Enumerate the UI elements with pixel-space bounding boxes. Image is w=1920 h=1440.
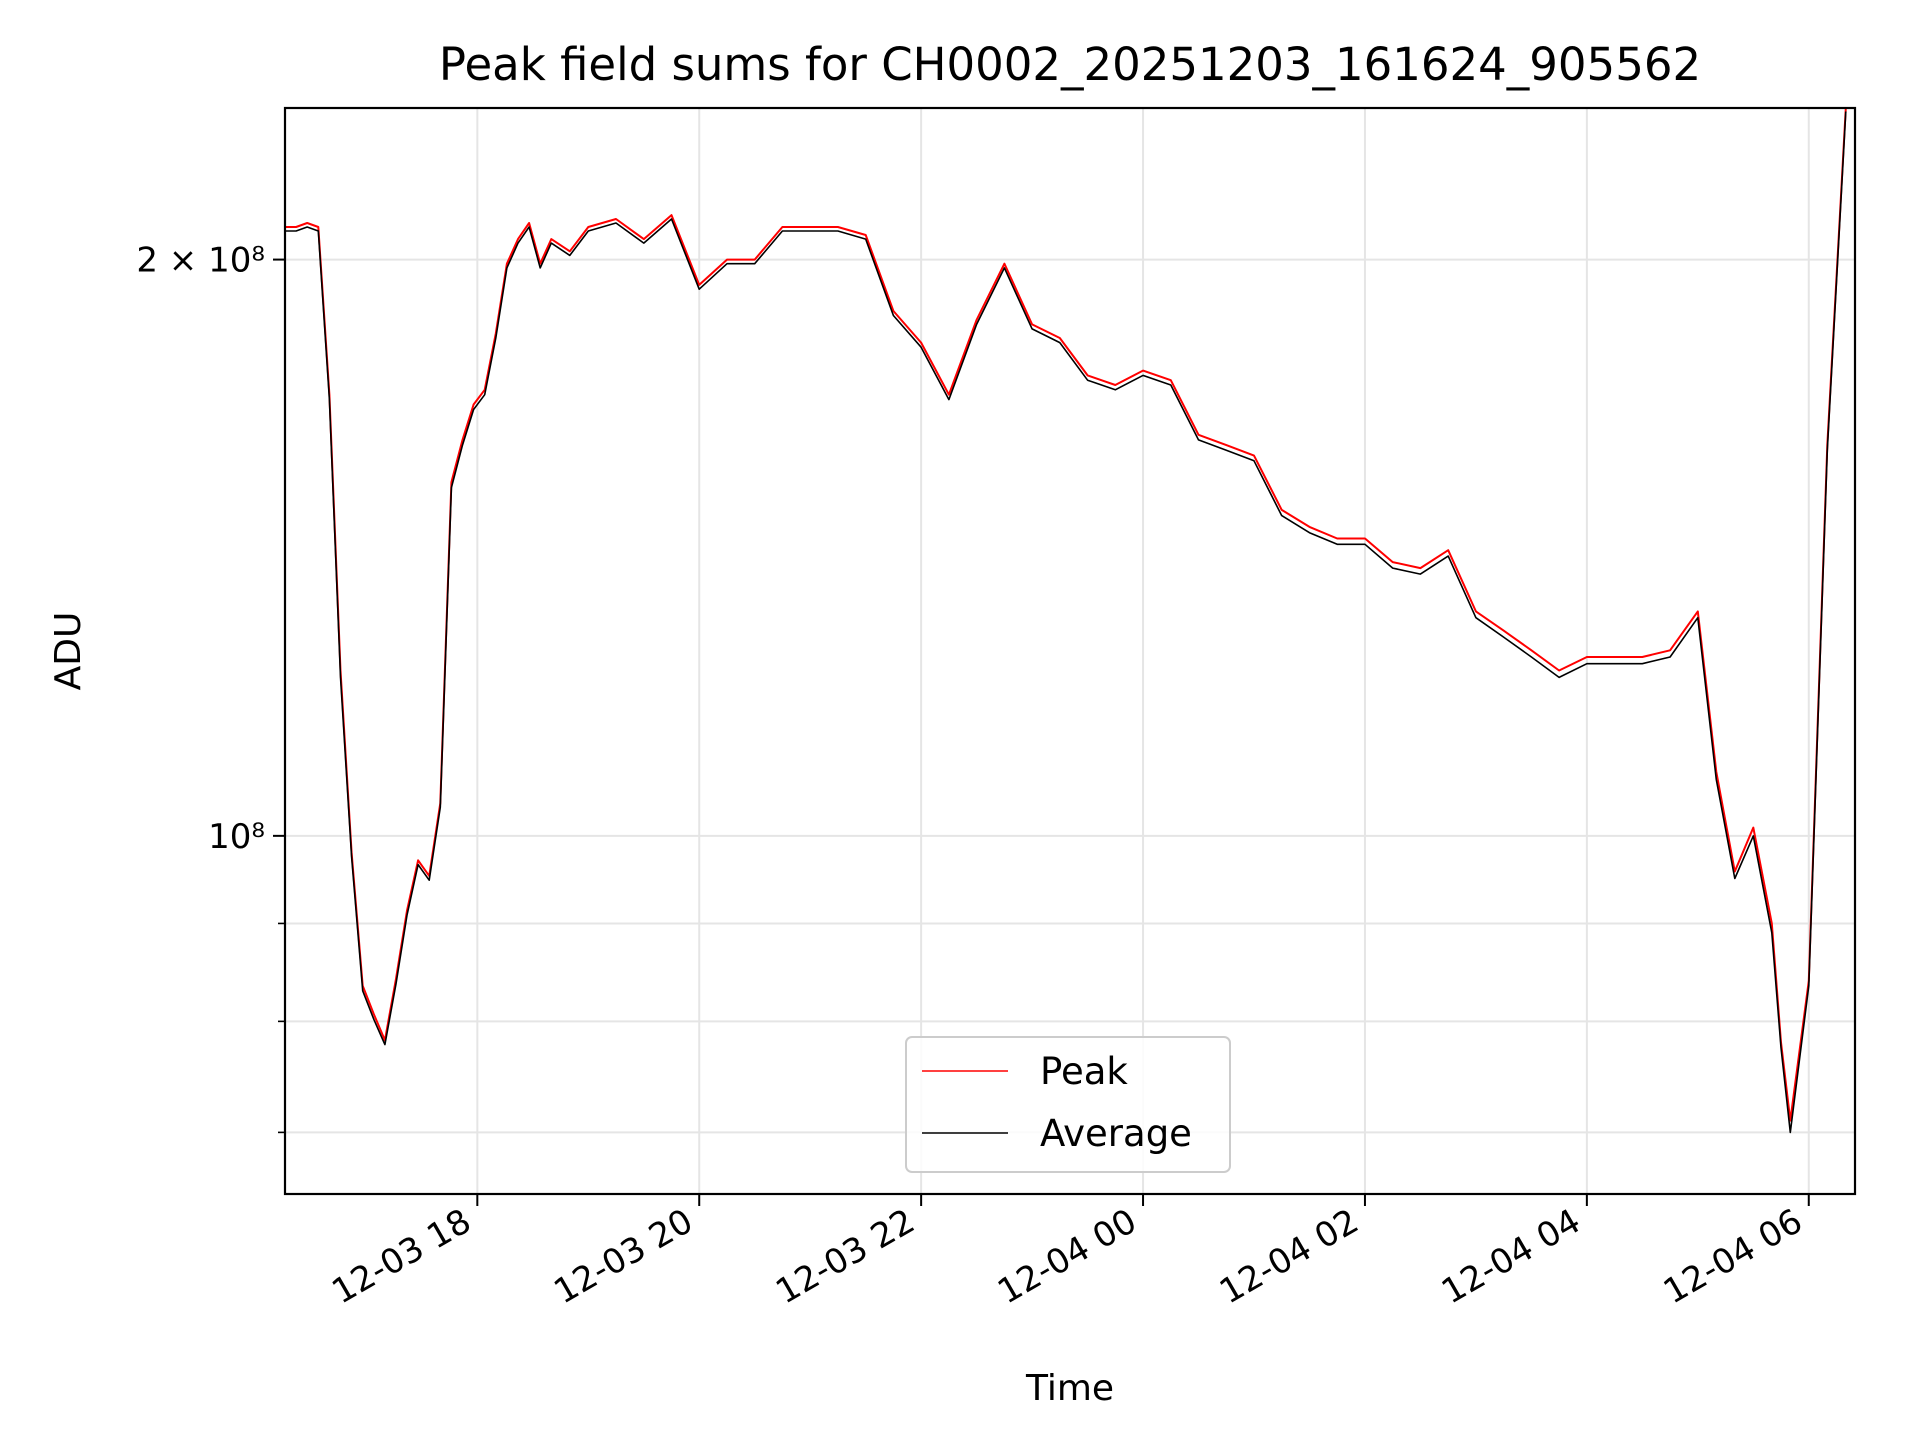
legend-label-peak: Peak (1040, 1050, 1128, 1093)
y-axis-ticks: 2 × 10⁸ 10⁸ (136, 241, 285, 1134)
y-tick-label: 2 × 10⁸ (136, 241, 265, 281)
plot-frame (283, 106, 1857, 1196)
legend-label-average: Average (1040, 1112, 1192, 1155)
series-lines (285, 108, 1847, 1134)
legend: Peak Average (905, 1036, 1231, 1173)
y-tick-label: 10⁸ (208, 817, 265, 857)
y-axis-label: ADU (48, 612, 89, 691)
series-line-average (285, 111, 1847, 1134)
series-line-peak (285, 108, 1847, 1122)
x-axis-label: Time (1025, 1368, 1114, 1409)
chart-title: Peak field sums for CH0002_20251203_1616… (439, 38, 1701, 91)
